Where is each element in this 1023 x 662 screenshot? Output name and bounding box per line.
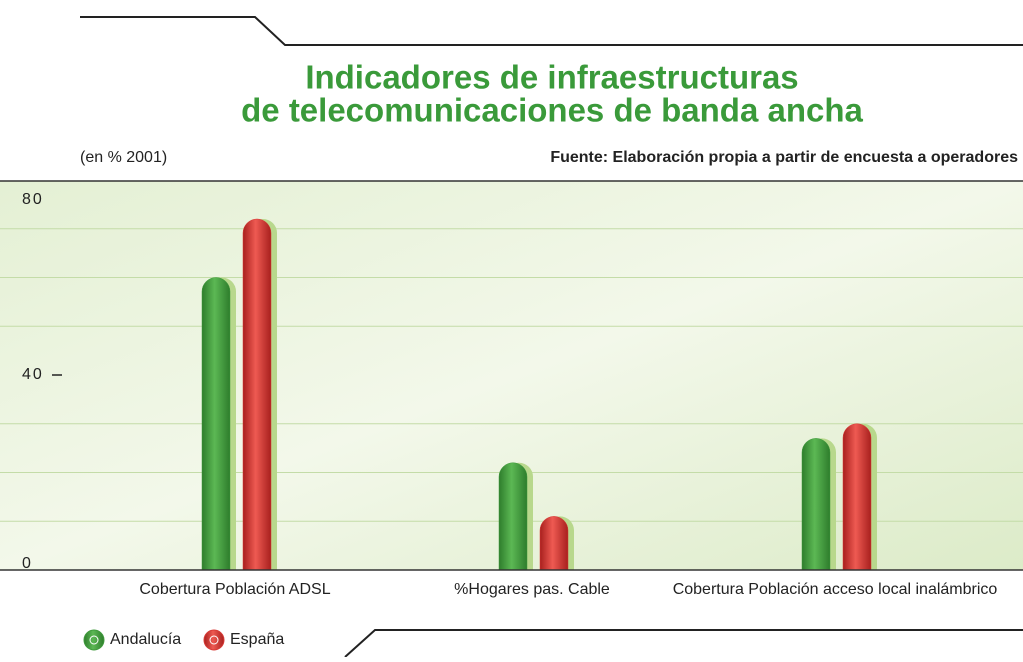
legend-label: España	[230, 631, 284, 648]
x-tick-label: %Hogares pas. Cable	[454, 581, 610, 598]
legend-marker	[203, 629, 225, 651]
bar	[842, 423, 872, 571]
bar	[201, 277, 231, 571]
y-tick-label: 40	[22, 366, 44, 383]
chart-title: Indicadores de infraestructuras	[305, 59, 798, 96]
decor-line	[344, 629, 1023, 658]
subtitle: (en % 2001)	[80, 149, 167, 166]
bar	[498, 462, 528, 571]
x-tick-label: Cobertura Población ADSL	[139, 581, 330, 598]
chart-title: de telecomunicaciones de banda ancha	[241, 92, 863, 129]
bar	[242, 218, 272, 571]
source: Fuente: Elaboración propia a partir de e…	[550, 149, 1018, 166]
legend-marker-inner	[89, 635, 99, 645]
decor-line	[80, 16, 1023, 46]
y-tick-label: 0	[22, 555, 33, 572]
bar	[801, 438, 831, 571]
legend-marker-inner	[209, 635, 219, 645]
legend-marker	[83, 629, 105, 651]
y-tick-label: 80	[22, 191, 44, 208]
x-tick-label: Cobertura Población acceso local inalámb…	[673, 581, 998, 598]
bar	[539, 516, 569, 571]
legend-label: Andalucía	[110, 631, 181, 648]
